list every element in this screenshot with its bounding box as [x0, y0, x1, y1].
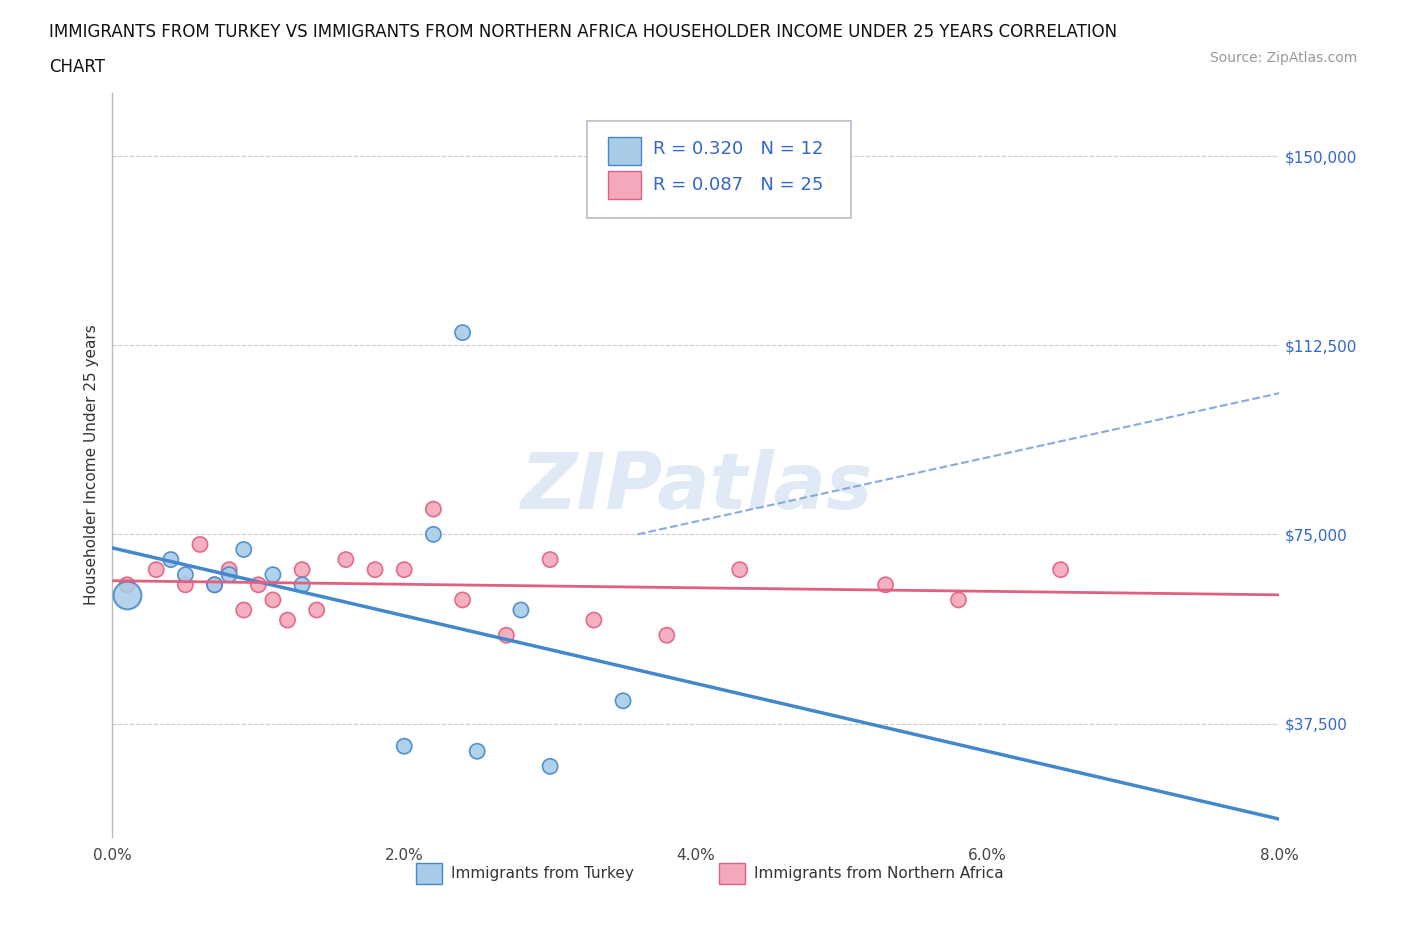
Point — [451, 592, 474, 607]
Point — [422, 501, 444, 516]
Point — [115, 588, 138, 603]
Point — [538, 552, 561, 567]
Point — [394, 563, 416, 578]
Point — [875, 578, 897, 592]
Point — [509, 603, 531, 618]
Point — [291, 563, 314, 578]
FancyBboxPatch shape — [609, 137, 641, 166]
Point — [612, 694, 634, 709]
FancyBboxPatch shape — [416, 863, 441, 884]
Point — [422, 527, 444, 542]
Point — [291, 578, 314, 592]
Point — [174, 567, 197, 582]
Text: CHART: CHART — [49, 58, 105, 75]
Text: R = 0.320   N = 12: R = 0.320 N = 12 — [652, 140, 823, 158]
Point — [465, 744, 488, 759]
Point — [115, 578, 138, 592]
Point — [305, 603, 328, 618]
Point — [188, 537, 211, 551]
Point — [145, 563, 167, 578]
Point — [276, 613, 298, 628]
Point — [204, 578, 226, 592]
FancyBboxPatch shape — [720, 863, 745, 884]
Point — [232, 542, 254, 557]
Text: ZIPatlas: ZIPatlas — [520, 449, 872, 525]
Point — [232, 603, 254, 618]
Point — [538, 759, 561, 774]
Point — [174, 578, 197, 592]
Point — [335, 552, 357, 567]
Point — [247, 578, 270, 592]
Point — [1049, 563, 1071, 578]
Point — [948, 592, 970, 607]
Point — [728, 563, 751, 578]
FancyBboxPatch shape — [588, 121, 851, 218]
Point — [262, 567, 284, 582]
Point — [204, 578, 226, 592]
Point — [160, 552, 183, 567]
Point — [495, 628, 517, 643]
Point — [262, 592, 284, 607]
Point — [582, 613, 605, 628]
Text: Immigrants from Turkey: Immigrants from Turkey — [451, 866, 634, 881]
FancyBboxPatch shape — [609, 171, 641, 199]
Point — [218, 567, 240, 582]
Text: Source: ZipAtlas.com: Source: ZipAtlas.com — [1209, 51, 1357, 65]
Point — [451, 326, 474, 340]
Point — [218, 563, 240, 578]
Point — [655, 628, 678, 643]
Point — [394, 738, 416, 753]
Point — [364, 563, 387, 578]
Text: R = 0.087   N = 25: R = 0.087 N = 25 — [652, 176, 823, 193]
Text: Immigrants from Northern Africa: Immigrants from Northern Africa — [755, 866, 1004, 881]
Text: IMMIGRANTS FROM TURKEY VS IMMIGRANTS FROM NORTHERN AFRICA HOUSEHOLDER INCOME UND: IMMIGRANTS FROM TURKEY VS IMMIGRANTS FRO… — [49, 23, 1118, 41]
Y-axis label: Householder Income Under 25 years: Householder Income Under 25 years — [83, 325, 98, 605]
